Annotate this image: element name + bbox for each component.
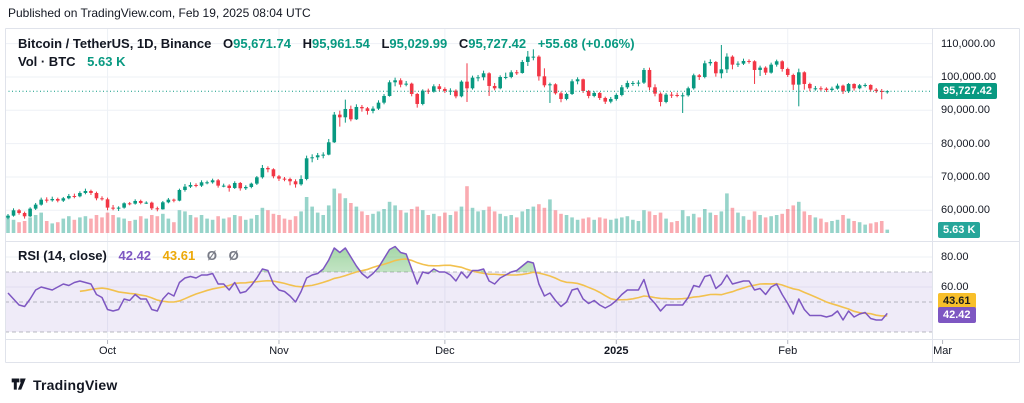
ohlc-high: H95,961.54 [302,36,370,51]
volume-legend[interactable]: Vol · BTC 5.63 K [18,54,125,69]
price-tick-label: 70,000.00 [941,170,990,183]
price-tick-label: 90,000.00 [941,104,990,117]
rsi-ma-badge: 43.61 [938,292,976,309]
rsi-ma-line [79,258,888,317]
tradingview-brand-text: TradingView [33,376,118,393]
published-caption: Published on TradingView.com, Feb 19, 20… [8,6,311,20]
symbol-legend[interactable]: Bitcoin / TetherUS, 1D, Binance O95,671.… [18,36,635,51]
price-tick-label: 60,000.00 [941,204,990,217]
pane-borders [5,28,1020,363]
rsi-legend[interactable]: RSI (14, close) 42.42 43.61 Ø Ø [18,248,239,263]
price-tick-label: 110,000.00 [941,37,996,50]
rsi-tick-label: 60.00 [941,281,969,293]
volume-value: 5.63 K [87,54,126,69]
time-axis-label: Nov [269,345,289,357]
time-axis-label: Dec [435,345,455,357]
symbol-title[interactable]: Bitcoin / TetherUS, 1D, Binance [18,36,212,51]
rsi-label: RSI (14, close) [18,248,107,263]
tradingview-logo-icon [11,378,26,390]
rsi-tick-label: 80.00 [941,251,969,263]
tradingview-brand[interactable]: TradingView [10,376,117,393]
last-price-badge: 95,727.42 [938,83,997,100]
rsi-badge: 42.42 [938,307,976,324]
rsi-upper-band-empty: Ø [206,248,217,263]
time-axis[interactable]: Oct Nov Dec 2025 Feb Mar [0,339,952,362]
rsi-band [5,271,932,333]
last-volume-badge: 5.63 K [938,221,981,238]
time-axis-label: Oct [98,345,117,357]
price-tick-label: 80,000.00 [941,137,990,150]
ohlc-low: L95,029.99 [381,36,448,51]
ohlc-close: C95,727.42 [458,36,527,51]
time-axis-label: 2025 [604,345,629,357]
volume-series [6,186,890,233]
volume-label: Vol · BTC [18,54,76,69]
rsi-line [7,245,888,321]
time-axis-label: Feb [778,345,798,357]
grid [5,28,944,344]
rsi-lower-band-empty: Ø [228,248,239,263]
rsi-ma-value: 43.61 [162,248,196,263]
change-value: +55.68 (+0.06%) [537,36,635,51]
price-tick-label: 100,000.00 [941,70,997,83]
time-axis-label: Mar [933,345,952,357]
ohlc-open: O95,671.74 [222,36,291,51]
rsi-value: 42.42 [118,248,152,263]
candlestick-series [6,44,890,220]
